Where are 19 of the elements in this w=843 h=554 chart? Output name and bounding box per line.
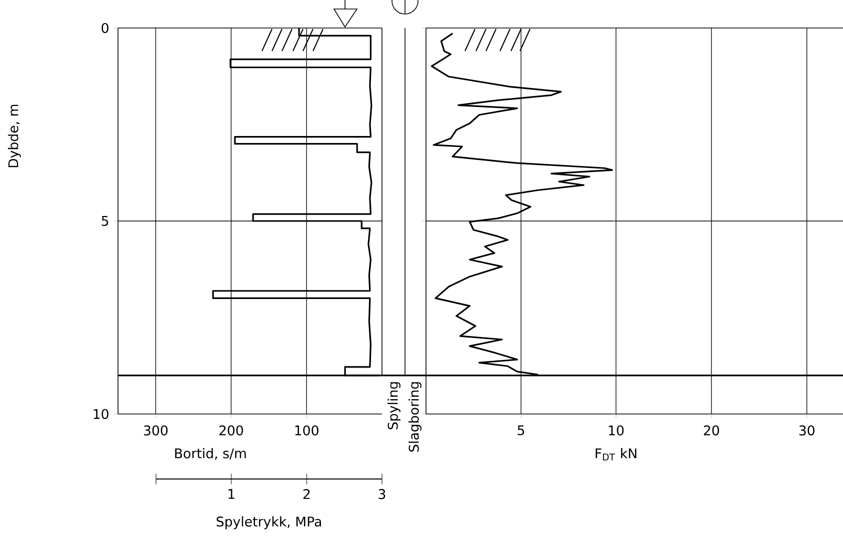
x-axis-title: F$_{DT}$ kN [596,448,636,460]
text: Spyling [388,382,400,430]
x-tick-label: 10 [608,425,624,436]
y-axis-title: Dybde, m [8,104,21,168]
y-tick-label: 5 [102,216,108,226]
y-tick-label: 10 [94,408,108,420]
x-tick-label: 20 [704,425,720,436]
x-tick-label: 30 [799,425,814,436]
y-tick-label: 0 [102,22,108,34]
x-tick-label: 5 [518,425,524,436]
x-tick-label: 300 [144,425,168,436]
x-axis-title: Bortid, s/m [175,448,246,460]
x2-axis-title: Spyletrykk, MPa [216,516,321,530]
x2-tick-label: 3 [378,489,386,500]
x2-tick-label: 1 [228,489,234,499]
x-tick-label: 100 [295,425,318,436]
x2-tick-label: 2 [303,489,310,499]
x-tick-label: 200 [219,425,243,436]
text: Slagboring [408,382,422,452]
